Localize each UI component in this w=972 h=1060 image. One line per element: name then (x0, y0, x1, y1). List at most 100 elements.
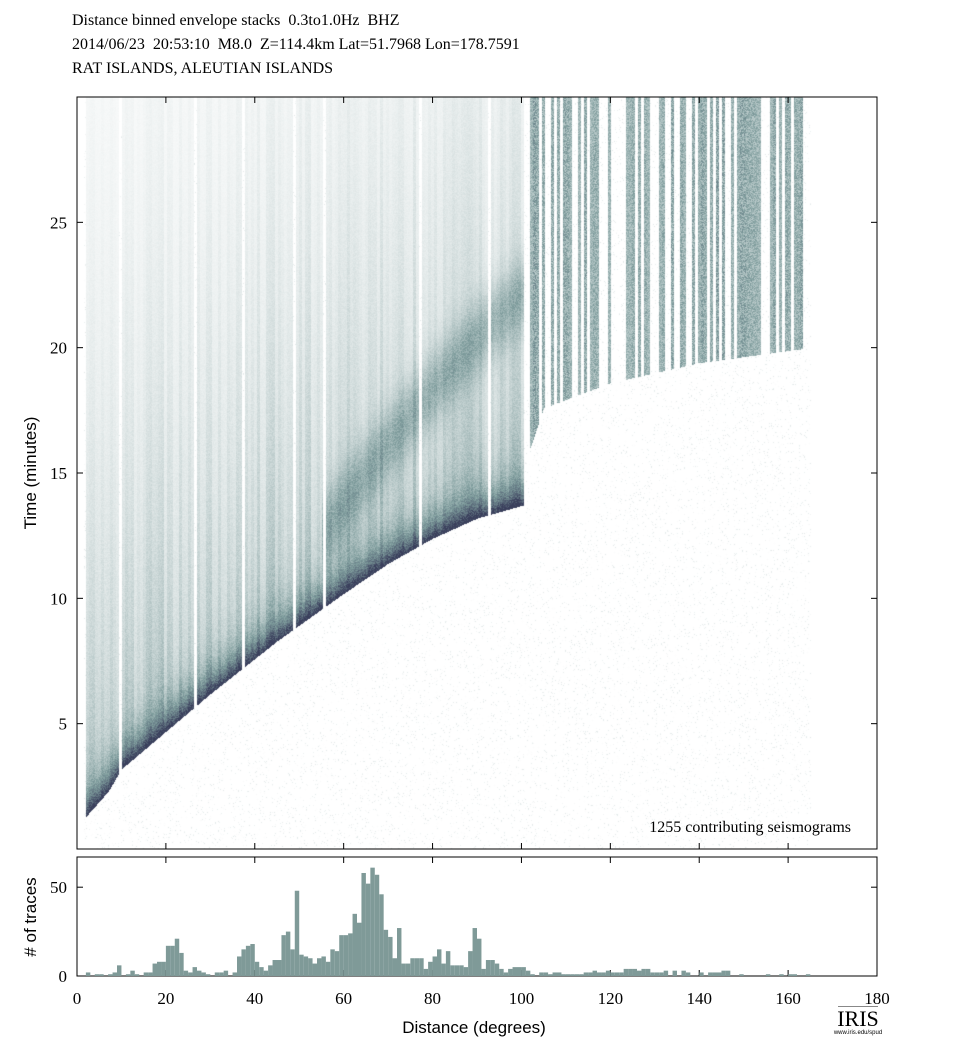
histogram-bar (708, 972, 713, 976)
x-tick-label: 180 (864, 989, 890, 1008)
histogram-bar (579, 974, 584, 976)
histogram-bar (143, 972, 149, 976)
envelope-heatmap (77, 97, 877, 849)
histogram-bar (254, 961, 260, 976)
histogram-bar (485, 960, 491, 976)
histogram-bar (463, 967, 469, 976)
histogram-bar (285, 931, 291, 976)
histogram-bar (725, 970, 731, 976)
seismogram-icon (838, 1006, 878, 1007)
histogram-bar (94, 974, 100, 976)
histogram-bar (330, 949, 335, 976)
histogram-bar (681, 970, 686, 976)
histogram-bar (294, 890, 300, 976)
histogram-bar (174, 938, 180, 976)
histogram-bar (379, 894, 384, 976)
histogram-bar (601, 972, 606, 976)
x-tick-label: 140 (686, 989, 712, 1008)
histogram-bar (134, 974, 140, 976)
histogram-bar (125, 974, 131, 976)
histogram-bar (343, 935, 349, 976)
histogram-bar (419, 958, 424, 976)
histogram-bar (445, 951, 451, 976)
histogram-bar (508, 968, 513, 976)
histogram-bar (259, 967, 264, 976)
histogram-bar (183, 970, 189, 976)
histogram-bar (312, 963, 317, 976)
histogram-bar (472, 928, 477, 976)
histogram-bar (237, 956, 242, 976)
histogram-bar (588, 972, 593, 976)
histogram-bar (428, 961, 433, 976)
y-tick-label: 20 (50, 339, 67, 358)
histogram-bar (548, 974, 553, 976)
histogram-bar (250, 944, 255, 976)
histogram-bar (557, 972, 562, 976)
histogram-bar (637, 970, 642, 976)
histogram-bar (525, 970, 531, 976)
histogram-bar (699, 972, 704, 976)
histogram-bar (490, 960, 495, 976)
histogram-bar (290, 949, 295, 976)
histogram-bar (805, 974, 811, 976)
histogram-bar (623, 968, 629, 976)
histogram-bar (739, 974, 744, 976)
histogram-bar (659, 972, 664, 976)
chart-title: Distance binned envelope stacks 0.3to1.0… (72, 12, 400, 29)
histogram-bar (370, 867, 375, 976)
histogram-bar (241, 949, 246, 976)
x-tick-label: 120 (598, 989, 624, 1008)
x-axis-label: Distance (degrees) (402, 1018, 546, 1037)
histogram-bar (214, 972, 220, 976)
histogram-bar (232, 972, 237, 976)
histogram-bar (779, 974, 784, 976)
histogram-bar (454, 965, 460, 976)
y-tick-label: 10 (50, 589, 67, 608)
event-info: 2014/06/23 20:53:10 M8.0 Z=114.4km Lat=5… (72, 36, 520, 53)
x-tick-label: 0 (73, 989, 82, 1008)
logo-url: www.iris.edu/spud (833, 1030, 883, 1036)
histogram-bar (561, 974, 566, 976)
histogram-bar (357, 922, 362, 976)
histogram-bar (157, 961, 162, 976)
histogram-bar (263, 970, 269, 976)
histogram-bar (477, 938, 482, 976)
histogram-bar (614, 972, 620, 976)
seismogram-count-annotation: 1255 contributing seismograms (649, 819, 851, 836)
histogram-bar (574, 974, 580, 976)
histogram-bar (663, 970, 669, 976)
x-tick-label: 40 (246, 989, 263, 1008)
y-tick-label: 5 (59, 715, 68, 734)
histogram-bar (388, 936, 393, 976)
histogram-bar (108, 974, 113, 976)
main-plot-frame (76, 96, 878, 850)
histogram-bar (610, 972, 615, 976)
histogram-bar (530, 974, 535, 976)
histogram-bar (130, 970, 135, 976)
histogram-bar (521, 967, 526, 976)
histogram-bar (423, 968, 429, 976)
x-tick-label: 60 (335, 989, 352, 1008)
x-tick-label: 160 (775, 989, 801, 1008)
histogram-bar (281, 935, 286, 976)
histogram-bar (161, 961, 166, 976)
histogram-bar (321, 956, 326, 976)
histogram-bar (245, 945, 251, 976)
histogram-bar (197, 970, 202, 976)
histogram-bar (632, 968, 637, 976)
histogram-bar (152, 963, 157, 976)
histogram-bar (99, 974, 104, 976)
histogram-bar (85, 972, 91, 976)
histogram-bar (512, 967, 517, 976)
histogram-bar (543, 972, 549, 976)
histogram-bar (517, 967, 522, 976)
histogram-bar (374, 874, 380, 976)
histogram-bar (450, 965, 455, 976)
histogram-bar (165, 945, 171, 976)
histogram-bar (112, 972, 117, 976)
hist-y-tick-label: 50 (50, 878, 67, 897)
histogram-bar (645, 968, 651, 976)
histogram-bar (570, 974, 575, 976)
histogram-bar (117, 965, 122, 976)
